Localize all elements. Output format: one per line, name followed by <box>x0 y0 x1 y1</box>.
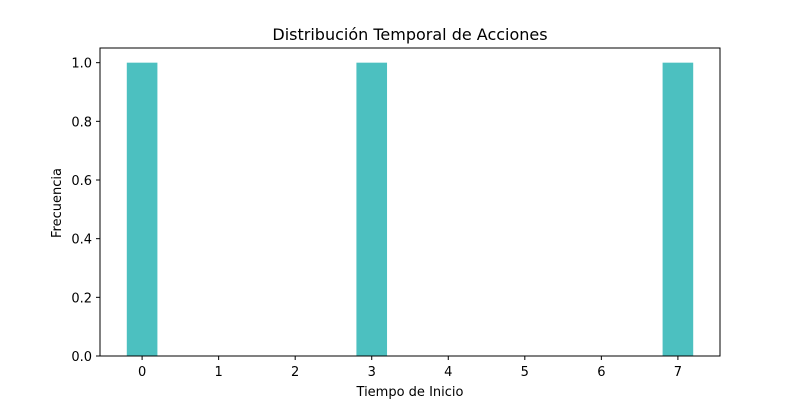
x-axis-label: Tiempo de Inicio <box>356 385 464 400</box>
axes-frame <box>99 47 721 357</box>
bar-0 <box>126 62 158 357</box>
x-tick-label: 3 <box>368 365 376 380</box>
bar-3 <box>356 62 388 357</box>
x-tick-label: 0 <box>138 365 146 380</box>
x-tick-label: 5 <box>521 365 529 380</box>
y-tick-label: 0.6 <box>71 174 92 189</box>
plot-area: 0 1 2 3 4 5 6 7 0.0 0.2 0.4 0.6 0.8 1.0 <box>71 47 721 380</box>
y-tick-label: 0.0 <box>71 350 92 365</box>
x-tick-label: 7 <box>674 365 682 380</box>
y-tick-label: 0.8 <box>71 115 92 130</box>
chart-title: Distribución Temporal de Acciones <box>272 25 547 44</box>
x-tick-label: 6 <box>597 365 605 380</box>
x-tick-label: 4 <box>444 365 452 380</box>
y-tick-label: 1.0 <box>71 57 92 72</box>
y-tick-label: 0.2 <box>71 291 92 306</box>
y-tick-label: 0.4 <box>71 233 92 248</box>
x-tick-label: 2 <box>291 365 299 380</box>
x-tick-label: 1 <box>215 365 223 380</box>
bar-7 <box>662 62 694 357</box>
y-axis-label: Frecuencia <box>50 168 65 238</box>
